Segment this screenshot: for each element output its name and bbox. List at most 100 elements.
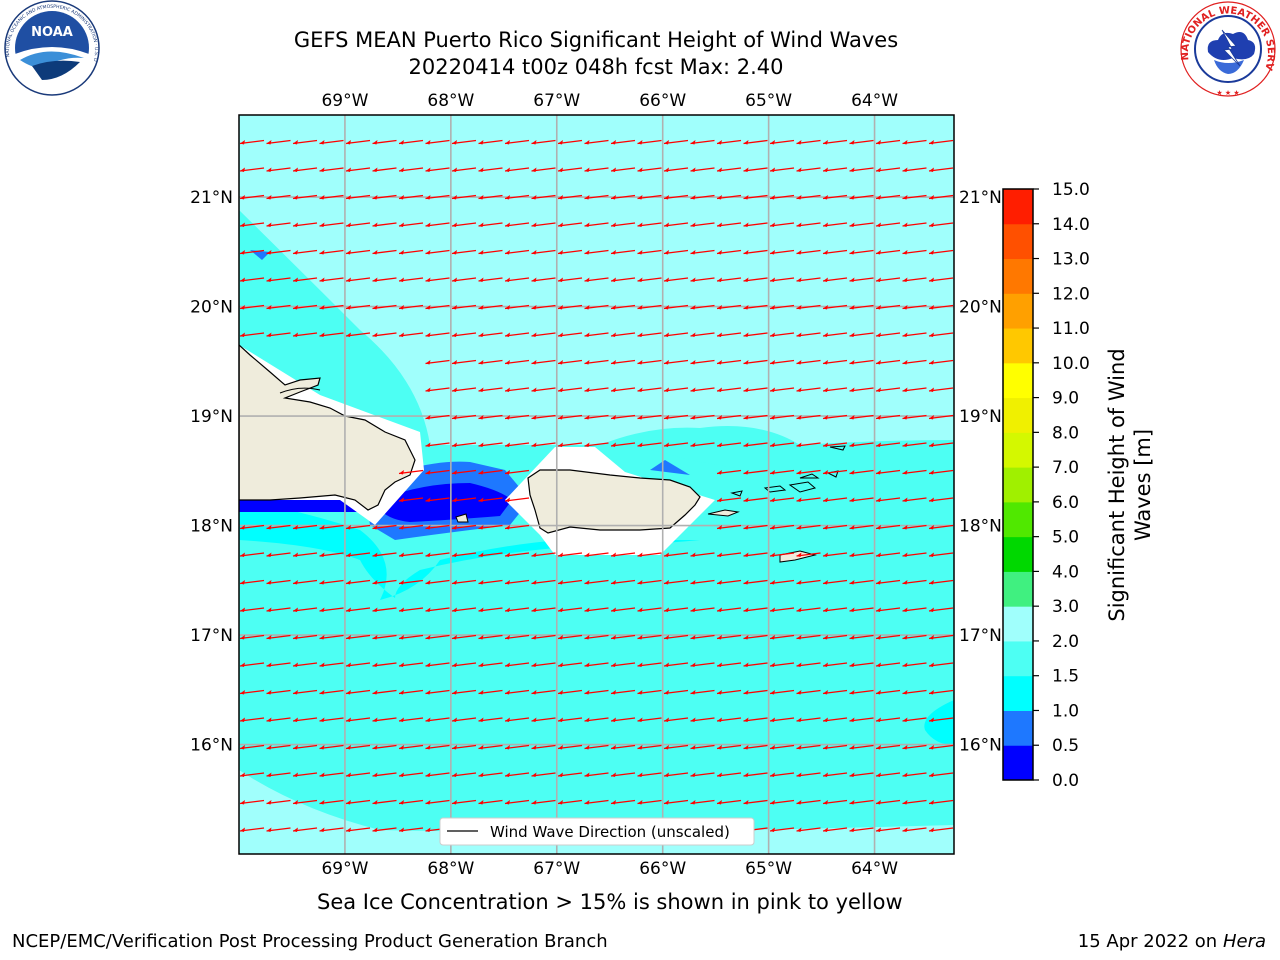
wind-arrow [345,799,371,805]
wind-arrow [531,387,556,392]
wind-arrow [716,167,742,172]
wind-arrow [929,855,953,860]
wind-arrow [716,799,742,805]
lat-tick-label-left: 20°N [190,298,233,318]
wind-arrow [478,772,503,777]
wind-arrow [902,387,927,392]
wind-arrow [769,524,795,530]
wind-arrow [875,194,901,200]
wind-arrow [875,662,901,667]
wind-arrow [478,249,503,255]
lat-tick-label-right: 16°N [959,736,1002,756]
wind-arrow [928,662,954,667]
wind-arrows [239,139,954,860]
wind-arrow [610,304,636,310]
land-st-john [788,481,817,493]
wind-arrow [239,744,265,750]
wind-arrow [902,689,927,695]
wind-arrow [531,414,556,420]
wind-arrow [451,222,477,227]
wind-arrow [425,304,450,310]
lat-tick-label-left: 19°N [190,407,233,427]
wind-arrow [398,524,424,530]
colorbar-segment [1003,571,1033,607]
wind-arrow [425,799,450,805]
wind-arrow [716,442,742,447]
wind-arrow [902,497,927,502]
wind-arrow [875,359,901,365]
lon-tick-label-bottom: 65°W [745,859,792,879]
wind-arrow [849,277,874,282]
wind-arrow [849,249,874,255]
wind-arrow [822,139,848,145]
wind-arrow [716,579,742,585]
wind-arrow [637,332,662,337]
wind-arrow [478,689,503,695]
wind-arrow [690,359,715,365]
lon-tick-label-top: 69°W [321,91,368,111]
wind-arrow [425,772,450,777]
wind-arrow [796,332,821,337]
wind-arrow [398,827,424,832]
wind-arrow [610,607,636,612]
wind-arrow [239,194,265,200]
wind-arrow [849,799,874,805]
wind-arrow [743,442,768,447]
wind-arrow [769,194,795,200]
wind-arrow [822,634,848,640]
wind-arrow [796,772,821,777]
wind-arrow [478,442,503,447]
wind-arrow [928,222,954,227]
wind-arrow [610,414,636,420]
wind-arrow [451,469,477,475]
wind-arrow [663,662,689,667]
wind-arrow [822,277,848,282]
wind-arrow [716,634,742,640]
wind-arrow [345,607,371,612]
wave-field-mid-band [600,426,954,480]
wind-arrow [769,277,795,282]
wind-arrow [796,662,821,667]
wind-arrow [478,579,503,585]
wind-arrow [822,359,848,365]
lon-tick-label-top: 67°W [533,91,580,111]
wind-arrow [531,689,556,695]
wind-arrow [292,772,318,777]
map-frame [238,114,955,855]
wind-arrow [822,387,848,392]
wind-arrow [266,222,291,227]
lon-tick-label-top: 65°W [745,91,792,111]
wind-arrow [398,634,424,640]
wind-arrow [345,332,371,337]
wind-arrow [345,689,371,695]
wind-arrow [716,222,742,227]
wind-arrow [902,194,927,200]
wind-arrow [796,497,821,502]
wind-arrow [398,194,424,200]
wind-arrow [425,717,450,722]
wind-arrow [451,772,477,777]
wind-arrow [504,139,530,145]
wind-arrow [557,139,583,145]
wind-arrow [875,579,901,585]
wind-arrow [637,744,662,750]
wind-arrow [928,524,954,530]
wind-arrow [319,167,344,172]
wind-arrow [531,634,556,640]
wind-arrow [319,717,344,722]
wind-arrow [319,194,344,200]
wind-arrow [743,469,768,475]
wind-arrow [822,744,848,750]
colorbar-tick-label: 1.5 [1052,667,1079,687]
wind-arrow [504,497,530,502]
wind-arrow [902,799,927,805]
wind-arrow [875,304,901,310]
wind-arrow [849,442,874,447]
wind-arrow [637,359,662,365]
wind-arrow [531,552,556,557]
land-vieques [707,509,740,517]
wind-arrow [769,359,795,365]
wind-arrow [769,442,795,447]
colorbar-segment [1003,606,1033,642]
wind-arrow [849,524,874,530]
